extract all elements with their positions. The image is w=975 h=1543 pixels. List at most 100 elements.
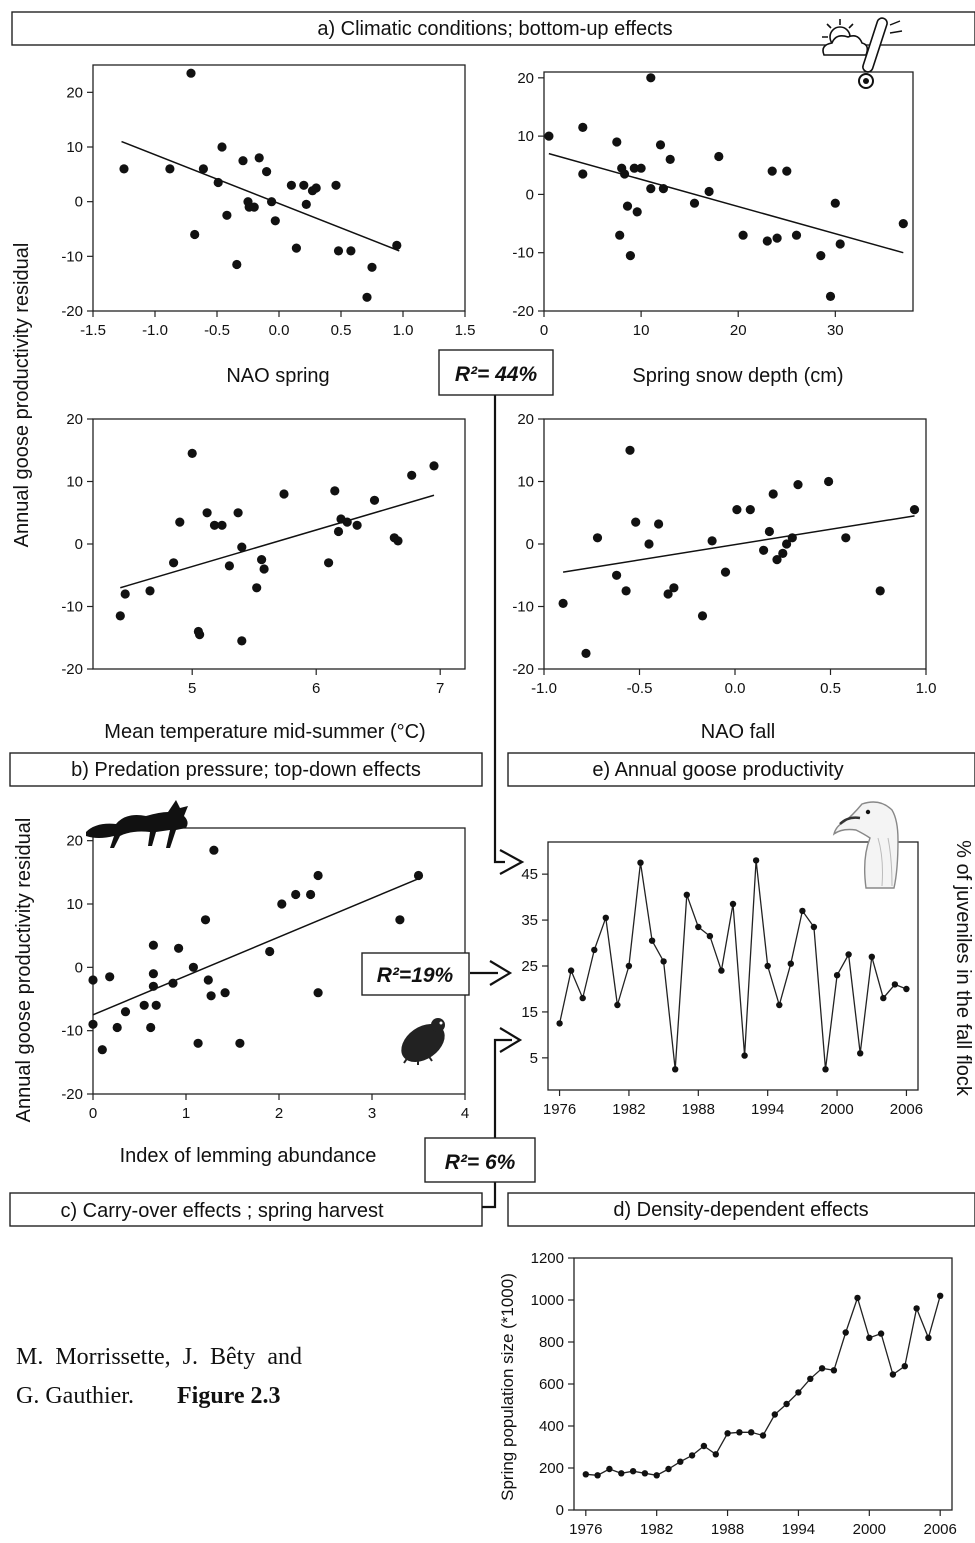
chart-snow-depth: 0 10 20 30 -20 -10 0 10 20 Spring snow depth (cm) — [512, 70, 914, 387]
data-point — [866, 1334, 873, 1342]
data-point — [704, 186, 714, 197]
data-point — [816, 251, 826, 261]
data-point — [330, 486, 340, 496]
y-tick-label: 45 — [521, 866, 538, 883]
data-point — [772, 555, 782, 565]
x-axis-label: NAO spring — [226, 365, 329, 387]
data-point — [665, 1465, 672, 1473]
caption-authors-line2: G. Gauthier. — [16, 1383, 134, 1409]
x-tick-label: 1982 — [612, 1101, 645, 1118]
data-point — [762, 236, 772, 246]
data-point — [393, 536, 403, 546]
data-point — [324, 558, 334, 568]
y-tick-label: -20 — [61, 661, 83, 678]
data-point — [612, 137, 622, 147]
data-point — [655, 140, 666, 150]
data-point — [88, 1019, 98, 1029]
data-point — [772, 233, 782, 243]
y-tick-label: -20 — [512, 303, 534, 320]
data-point — [707, 536, 717, 546]
arrow-climate — [493, 395, 505, 864]
x-tick-label: 4 — [461, 1105, 469, 1122]
regression-line — [121, 140, 400, 252]
data-point — [232, 259, 242, 270]
y-tick-label: -10 — [512, 245, 534, 262]
data-point — [641, 1470, 649, 1477]
data-point — [738, 230, 748, 240]
data-point — [119, 164, 129, 174]
x-tick-label: -1.0 — [142, 322, 168, 339]
data-point — [748, 1429, 755, 1436]
data-point — [429, 461, 439, 471]
data-point — [857, 1050, 864, 1057]
x-tick-label: -0.5 — [204, 322, 230, 339]
y-tick-label: 200 — [539, 1460, 564, 1477]
data-point — [646, 184, 656, 194]
chart-lemming: 0 1 2 3 4 -20 -10 0 10 20 Index of lemming abundan… — [61, 827, 469, 1167]
data-point — [222, 210, 232, 220]
r2-climate-box — [438, 349, 554, 396]
data-point — [395, 915, 405, 925]
data-point — [768, 489, 778, 499]
data-point — [120, 589, 130, 599]
data-point — [618, 1470, 625, 1477]
snow-goose-head-icon — [832, 801, 899, 889]
data-point — [706, 932, 714, 940]
data-point — [720, 567, 731, 577]
data-point — [407, 470, 417, 480]
data-point — [767, 166, 777, 176]
data-point — [277, 899, 287, 909]
y-tick-label: 0 — [526, 536, 534, 553]
y-tick-label: 10 — [517, 128, 534, 145]
y-tick-label: 0 — [526, 186, 534, 203]
x-tick-label: 1.5 — [455, 322, 476, 339]
y-tick-label: 800 — [539, 1334, 564, 1351]
data-point — [818, 1365, 826, 1372]
data-point — [614, 1001, 621, 1009]
data-point — [235, 1038, 245, 1048]
data-point — [120, 1007, 131, 1017]
x-axis-label: Spring snow depth (cm) — [632, 365, 843, 387]
data-point — [188, 962, 198, 972]
data-point — [252, 583, 262, 593]
data-point — [602, 914, 609, 921]
data-point — [637, 859, 644, 866]
data-point — [841, 533, 851, 543]
x-tick-label: 1988 — [682, 1101, 715, 1118]
x-tick-label: 0.0 — [269, 322, 290, 339]
data-point — [729, 900, 737, 908]
y-tick-label: 0 — [556, 1502, 564, 1519]
y-tick-label: -10 — [61, 248, 83, 265]
data-point — [833, 972, 841, 979]
data-point — [286, 180, 296, 190]
y-tick-label: -20 — [61, 1086, 83, 1103]
data-point — [88, 975, 98, 985]
data-point — [778, 548, 788, 559]
data-point — [112, 1022, 122, 1033]
x-tick-label: 1988 — [711, 1521, 744, 1538]
data-point — [578, 122, 588, 132]
data-point — [186, 68, 196, 78]
data-point — [265, 946, 275, 957]
data-point — [606, 1465, 613, 1473]
arctic-fox-icon — [86, 800, 188, 848]
data-point — [237, 542, 247, 552]
data-point — [764, 962, 771, 970]
data-point — [198, 164, 208, 174]
data-point — [724, 1430, 731, 1437]
data-point — [311, 183, 321, 193]
data-point — [313, 870, 323, 881]
arrow-head-predation — [489, 960, 513, 986]
data-point — [835, 239, 845, 249]
data-point — [257, 555, 267, 565]
section-d-box — [507, 1192, 975, 1227]
data-point — [891, 981, 899, 988]
data-point — [830, 198, 840, 208]
data-point — [625, 445, 635, 455]
arrow-head-carryover — [499, 1027, 523, 1053]
y-tick-label: 20 — [66, 84, 83, 101]
y-tick-label: 10 — [66, 896, 83, 913]
x-tick-label: 6 — [312, 680, 320, 697]
y-tick-label: 20 — [66, 833, 83, 850]
data-point — [591, 946, 598, 954]
